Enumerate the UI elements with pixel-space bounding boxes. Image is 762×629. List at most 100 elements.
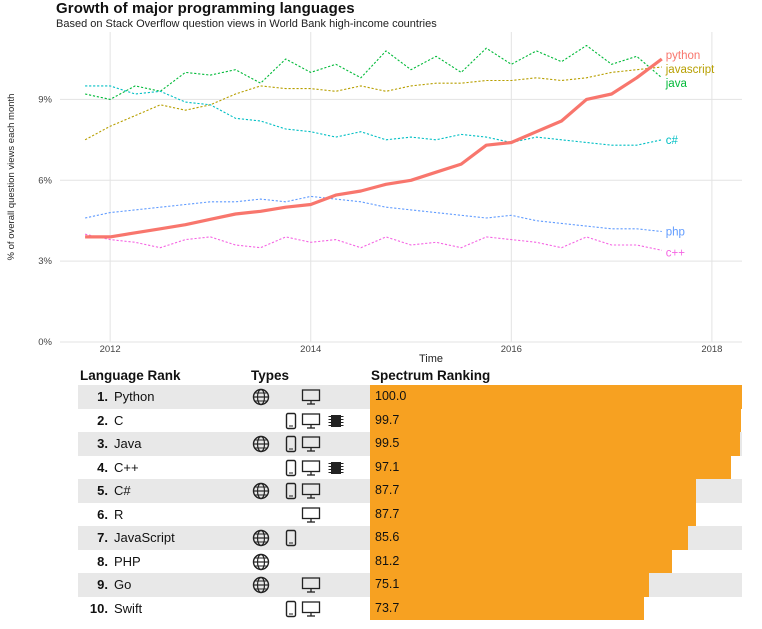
- table-row: 85.6 7. JavaScript: [78, 526, 742, 550]
- table-row: 73.7 10. Swift: [78, 596, 742, 620]
- header-spectrum-ranking: Spectrum Ranking: [371, 368, 491, 383]
- line-chart: 0% 3% 6% 9% 2012 2014 2016 2018 Time % of overall…: [6, 32, 742, 365]
- ranking-value: 81.2: [375, 553, 400, 568]
- series-label-javascript: javascript: [665, 64, 715, 76]
- type-icons: [251, 482, 371, 500]
- mobile-icon: [285, 482, 297, 500]
- language-name: Swift: [114, 600, 143, 616]
- table-row: 81.2 8. PHP: [78, 549, 742, 573]
- series-line-javascript: [84, 66, 662, 141]
- x-axis-title: Time: [419, 353, 443, 365]
- language-name: Python: [114, 389, 155, 404]
- language-name: R: [114, 506, 124, 522]
- desktop-icon: [301, 389, 321, 405]
- table-row: 99.7 2. C: [78, 408, 742, 432]
- desktop-icon: [301, 577, 321, 593]
- ranking-value: 85.6: [375, 530, 400, 544]
- y-axis-title: % of overall question views each month: [6, 94, 17, 261]
- chip-icon: [328, 414, 344, 427]
- x-tick-label: 2016: [501, 344, 522, 355]
- language-rank-table: Language Rank Types Spectrum Ranking 100…: [78, 368, 742, 620]
- rank-number: 6.: [97, 506, 108, 522]
- rank-number: 10.: [89, 600, 108, 616]
- type-icons: [251, 553, 371, 571]
- table-row: 97.1 4. C++: [78, 455, 742, 479]
- mobile-icon: [285, 529, 297, 547]
- table-body: 100.0 1. Python 99.7 2. C 99.5 3. Java 97.1 4. C++ 8…: [78, 385, 742, 620]
- ranking-bar: [370, 526, 689, 550]
- mobile-icon: [285, 435, 297, 453]
- ranking-value: 99.5: [375, 436, 400, 450]
- desktop-icon: [301, 459, 321, 476]
- ranking-bar: [370, 479, 697, 503]
- web-icon: [252, 553, 270, 570]
- rank-number: 2.: [97, 412, 108, 428]
- series-label-java: java: [665, 78, 688, 90]
- series-line-java: [84, 44, 663, 100]
- ranking-value: 87.7: [375, 483, 400, 497]
- table-row: 100.0 1. Python: [78, 385, 742, 409]
- type-icons: [251, 435, 371, 453]
- series-line-php: [84, 195, 662, 233]
- table-header: Language Rank Types Spectrum Ranking: [78, 368, 742, 385]
- ranking-value: 75.1: [375, 577, 400, 591]
- series-label-python: python: [666, 50, 701, 62]
- ranking-value: 73.7: [375, 600, 400, 615]
- chart-title: Growth of major programming languages: [56, 0, 355, 17]
- series-label-cplusplus: c++: [666, 247, 685, 259]
- series-line-csharp: [85, 85, 662, 146]
- rank-number: 8.: [97, 553, 108, 569]
- desktop-icon: [301, 436, 321, 452]
- type-icons: [251, 529, 371, 547]
- ranking-bar: [370, 455, 732, 479]
- ranking-value: 87.7: [375, 506, 400, 521]
- header-types: Types: [251, 368, 290, 383]
- series-label-php: php: [666, 226, 685, 238]
- y-tick-label: 0%: [38, 337, 52, 348]
- table-row: 75.1 9. Go: [78, 573, 742, 597]
- chart-subtitle: Based on Stack Overflow question views i…: [56, 18, 437, 30]
- desktop-icon: [301, 600, 321, 617]
- ranking-value: 97.1: [375, 459, 400, 474]
- ranking-bar: [370, 596, 645, 620]
- web-icon: [252, 576, 270, 594]
- x-tick-label: 2012: [100, 344, 121, 355]
- ranking-bar: [370, 408, 741, 432]
- y-tick-label: 9%: [38, 94, 52, 105]
- series-line-python: [85, 57, 663, 239]
- header-language-rank: Language Rank: [80, 368, 181, 383]
- rank-number: 3.: [97, 436, 108, 451]
- mobile-icon: [285, 459, 297, 476]
- type-icons: [251, 412, 371, 430]
- language-name: PHP: [114, 553, 141, 569]
- language-name: C: [114, 412, 124, 428]
- x-tick-label: 2018: [701, 344, 722, 355]
- series-line-cplusplus: [84, 233, 662, 251]
- series-label-csharp: c#: [666, 135, 679, 147]
- type-icons: [251, 600, 371, 618]
- mobile-icon: [285, 412, 297, 429]
- language-name: C#: [114, 483, 131, 498]
- type-icons: [251, 388, 371, 406]
- language-name: Go: [114, 577, 132, 592]
- type-icons: [251, 576, 371, 594]
- web-icon: [252, 435, 270, 453]
- rank-number: 4.: [97, 459, 108, 475]
- ranking-bar: [370, 432, 741, 456]
- rank-number: 1.: [97, 389, 108, 404]
- y-tick-label: 6%: [38, 175, 52, 186]
- ranking-value: 100.0: [375, 389, 407, 403]
- mobile-icon: [285, 600, 297, 617]
- web-icon: [252, 529, 270, 547]
- language-name: C++: [114, 459, 139, 475]
- rank-number: 9.: [97, 577, 108, 592]
- rank-number: 5.: [97, 483, 108, 498]
- x-tick-label: 2014: [300, 344, 321, 355]
- ranking-bar: [370, 385, 742, 409]
- chip-icon: [328, 461, 344, 474]
- ranking-value: 99.7: [375, 412, 400, 427]
- type-icons: [251, 506, 371, 524]
- table-row: 87.7 6. R: [78, 502, 742, 526]
- desktop-icon: [301, 412, 321, 429]
- y-tick-label: 3%: [38, 256, 52, 267]
